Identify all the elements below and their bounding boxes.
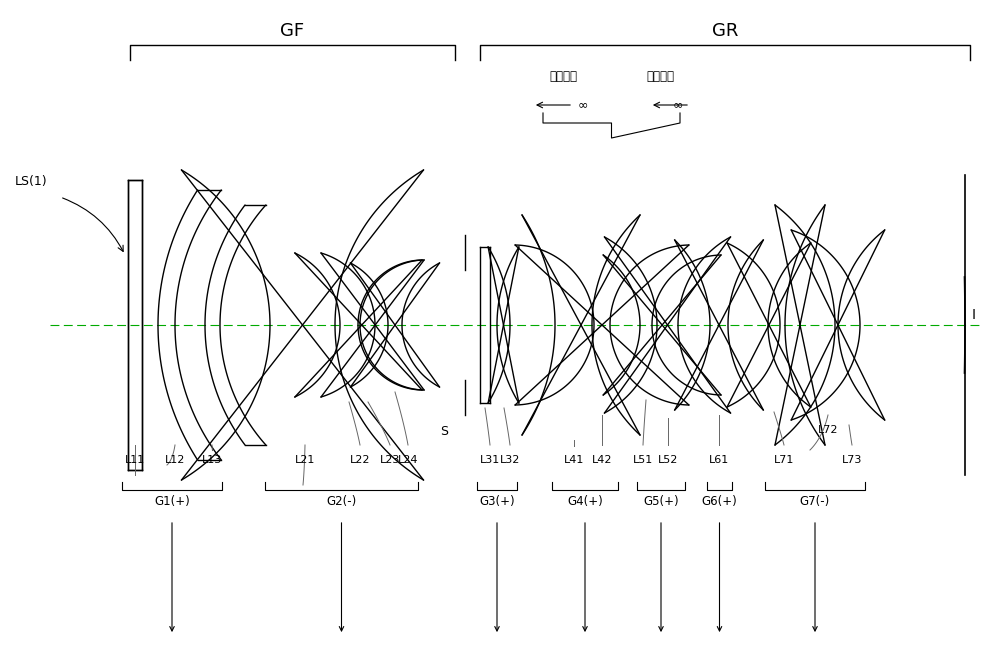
Text: G3(+): G3(+) bbox=[479, 495, 515, 508]
Text: GR: GR bbox=[712, 22, 738, 40]
Text: L24: L24 bbox=[398, 455, 418, 465]
Text: L73: L73 bbox=[842, 455, 862, 465]
Text: G6(+): G6(+) bbox=[702, 495, 737, 508]
Text: L31: L31 bbox=[480, 455, 500, 465]
Text: L72: L72 bbox=[818, 425, 838, 435]
Text: L71: L71 bbox=[774, 455, 794, 465]
Text: G2(-): G2(-) bbox=[326, 495, 357, 508]
Text: I: I bbox=[972, 308, 976, 322]
Text: L23: L23 bbox=[380, 455, 400, 465]
Text: L22: L22 bbox=[350, 455, 370, 465]
Text: L13: L13 bbox=[202, 455, 222, 465]
Text: L32: L32 bbox=[500, 455, 520, 465]
Text: L11: L11 bbox=[125, 455, 145, 465]
Text: L41: L41 bbox=[564, 455, 584, 465]
Text: L52: L52 bbox=[658, 455, 678, 465]
Text: ∞: ∞ bbox=[578, 98, 588, 111]
Text: L12: L12 bbox=[165, 455, 185, 465]
Text: L21: L21 bbox=[295, 455, 315, 465]
Text: GF: GF bbox=[280, 22, 305, 40]
Text: L51: L51 bbox=[633, 455, 653, 465]
Text: L61: L61 bbox=[709, 455, 729, 465]
Text: ∞: ∞ bbox=[673, 98, 683, 111]
Text: L42: L42 bbox=[592, 455, 612, 465]
Text: （对焦）: （对焦） bbox=[549, 70, 577, 83]
Text: （对焦）: （对焦） bbox=[646, 70, 674, 83]
Text: S: S bbox=[440, 425, 448, 438]
Text: LS(1): LS(1) bbox=[15, 175, 48, 188]
Text: G4(+): G4(+) bbox=[567, 495, 603, 508]
Text: G5(+): G5(+) bbox=[643, 495, 679, 508]
Text: G1(+): G1(+) bbox=[154, 495, 190, 508]
Text: G7(-): G7(-) bbox=[800, 495, 830, 508]
